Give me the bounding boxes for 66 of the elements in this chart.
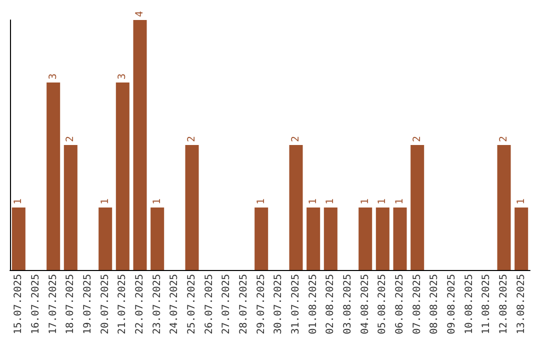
x-tick-label: 23.07.2025 — [152, 274, 163, 334]
x-tick-label: 28.07.2025 — [238, 274, 250, 334]
x-tick-label: 16.07.2025 — [30, 274, 42, 334]
bar — [150, 208, 164, 270]
data-label: 1 — [325, 198, 336, 204]
bar — [64, 145, 78, 270]
bar — [324, 208, 338, 270]
x-tick-label: 03.08.2025 — [342, 274, 354, 334]
data-label: 2 — [65, 136, 76, 142]
bar — [133, 20, 147, 270]
data-label: 1 — [516, 198, 527, 204]
data-label: 1 — [100, 198, 111, 204]
data-label: 2 — [186, 136, 198, 142]
data-label: 1 — [394, 198, 406, 204]
bar — [497, 145, 511, 270]
data-label: 3 — [117, 73, 128, 80]
x-tick-label: 08.08.2025 — [429, 274, 440, 334]
x-tick-label: 20.07.2025 — [100, 274, 111, 334]
data-label: 2 — [498, 136, 510, 142]
data-label: 2 — [290, 136, 302, 142]
data-label: 1 — [152, 198, 163, 204]
x-tick-label: 13.08.2025 — [516, 274, 527, 334]
bar — [254, 208, 268, 270]
x-tick-label: 27.07.2025 — [221, 274, 232, 334]
x-tick-label: 26.07.2025 — [204, 274, 215, 334]
bar — [410, 145, 424, 270]
bar — [306, 208, 320, 270]
x-tick-label: 29.07.2025 — [256, 274, 267, 334]
data-label: 1 — [377, 198, 388, 204]
data-label: 1 — [13, 198, 24, 204]
x-tick-label: 10.08.2025 — [464, 274, 475, 334]
data-label: 4 — [134, 10, 146, 17]
bar — [12, 208, 26, 270]
x-tick-label: 22.07.2025 — [134, 274, 146, 334]
x-tick-label: 09.08.2025 — [446, 274, 458, 334]
data-label: 2 — [412, 136, 423, 142]
bar — [376, 208, 390, 270]
x-tick-label: 04.08.2025 — [360, 274, 371, 334]
x-tick-label: 31.07.2025 — [290, 274, 302, 334]
x-tick-label: 18.07.2025 — [65, 274, 76, 334]
bar — [358, 208, 372, 270]
x-tick-label: 21.07.2025 — [117, 274, 128, 334]
x-tick-label: 11.08.2025 — [481, 274, 492, 334]
bar — [46, 82, 60, 270]
bar — [289, 145, 303, 270]
x-tick-label: 02.08.2025 — [325, 274, 336, 334]
data-label: 1 — [256, 198, 267, 204]
x-tick-label: 07.08.2025 — [412, 274, 423, 334]
x-tick-label: 12.08.2025 — [498, 274, 510, 334]
data-label: 1 — [308, 198, 319, 204]
data-label: 3 — [48, 73, 59, 80]
x-tick-label: 01.08.2025 — [308, 274, 319, 334]
x-tick-label: 30.07.2025 — [273, 274, 284, 334]
x-tick-label: 15.07.2025 — [13, 274, 24, 334]
bar — [98, 208, 112, 270]
bar — [514, 208, 528, 270]
bar — [393, 208, 407, 270]
x-tick-label: 06.08.2025 — [394, 274, 406, 334]
data-label: 1 — [360, 198, 371, 204]
x-tick-label: 05.08.2025 — [377, 274, 388, 334]
x-tick-label: 25.07.2025 — [186, 274, 198, 334]
bar — [185, 145, 199, 270]
x-tick-label: 24.07.2025 — [169, 274, 180, 334]
x-tick-label: 17.07.2025 — [48, 274, 59, 334]
x-tick-label: 19.07.2025 — [82, 274, 94, 334]
bar — [116, 82, 130, 270]
